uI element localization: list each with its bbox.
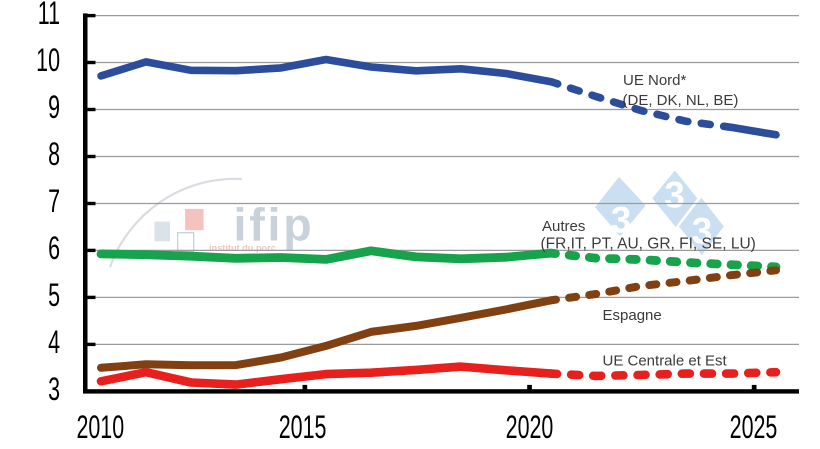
svg-text:3: 3 <box>611 200 632 241</box>
svg-text:4: 4 <box>48 323 60 359</box>
svg-text:10: 10 <box>36 42 60 78</box>
svg-text:UE Centrale et Est: UE Centrale et Est <box>603 353 728 370</box>
svg-text:11: 11 <box>38 0 60 31</box>
svg-text:Autres: Autres <box>542 218 585 235</box>
svg-text:2010: 2010 <box>76 408 124 444</box>
svg-text:6: 6 <box>48 229 60 265</box>
svg-text:(FR,IT, PT, AU, GR, FI, SE, LU: (FR,IT, PT, AU, GR, FI, SE, LU) <box>541 236 756 253</box>
svg-text:Espagne: Espagne <box>603 307 662 324</box>
svg-text:8: 8 <box>48 136 60 172</box>
svg-text:5: 5 <box>48 276 60 312</box>
svg-text:institut du porc: institut du porc <box>209 243 276 253</box>
svg-text:(DE, DK, NL, BE): (DE, DK, NL, BE) <box>623 92 739 109</box>
svg-text:7: 7 <box>48 183 60 219</box>
svg-text:ifip: ifip <box>234 199 315 251</box>
svg-text:3: 3 <box>692 211 713 252</box>
svg-text:2015: 2015 <box>279 408 327 444</box>
svg-text:3: 3 <box>48 370 60 406</box>
svg-text:9: 9 <box>48 89 60 125</box>
svg-text:2020: 2020 <box>506 408 554 444</box>
svg-text:UE Nord*: UE Nord* <box>623 72 687 89</box>
svg-text:2025: 2025 <box>730 408 778 444</box>
svg-text:3: 3 <box>664 175 685 216</box>
